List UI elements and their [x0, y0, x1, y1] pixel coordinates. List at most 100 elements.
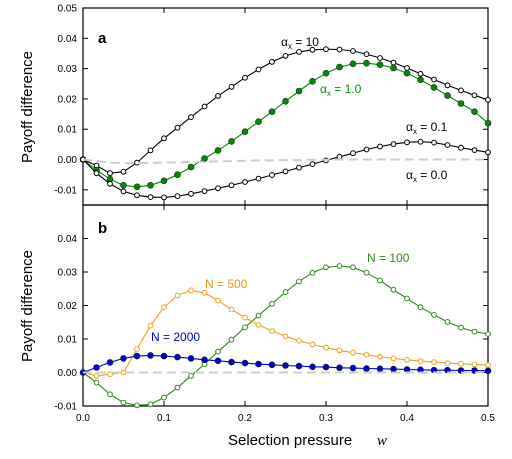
data-point: [187, 163, 195, 171]
data-point: [269, 172, 275, 178]
data-point: [377, 55, 383, 61]
data-point: [201, 188, 208, 195]
data-point: [350, 264, 356, 271]
data-point: [282, 98, 289, 105]
data-point: [107, 170, 113, 177]
data-point: [214, 147, 222, 154]
data-point: [268, 361, 276, 369]
data-point: [161, 394, 167, 401]
data-point: [242, 324, 248, 331]
data-point: [282, 333, 289, 340]
y-tick-label: 0.02: [58, 94, 78, 105]
data-point: [215, 297, 221, 304]
data-point: [403, 69, 411, 77]
label-alpha-0-1: αx = 0.1: [406, 120, 448, 136]
data-point: [296, 49, 302, 55]
data-point: [296, 278, 302, 285]
panel-a-y-ticks: -0.01 0.00 0.01 0.02 0.03 0.04 0.05: [54, 4, 488, 196]
panel-b-y-ticks: -0.01 0.00 0.01 0.02 0.03 0.04: [54, 234, 488, 413]
data-point: [106, 359, 114, 366]
data-point: [214, 357, 222, 365]
data-point: [471, 92, 478, 99]
data-point: [363, 351, 370, 358]
data-point: [201, 356, 208, 364]
data-point: [376, 61, 384, 68]
data-point: [309, 269, 316, 276]
data-point: [390, 59, 397, 66]
data-point: [174, 171, 181, 178]
data-point: [147, 182, 154, 189]
data-point: [120, 168, 127, 175]
label-n-500: N = 500: [205, 277, 248, 291]
data-point: [215, 185, 221, 192]
data-point: [268, 108, 276, 115]
y-tick-label: 0.00: [58, 155, 78, 166]
data-point: [484, 367, 492, 375]
data-point: [228, 306, 235, 313]
data-point: [93, 373, 100, 379]
data-point: [404, 295, 410, 302]
data-point: [458, 324, 464, 331]
series-line: [82, 158, 488, 165]
data-point: [390, 141, 397, 148]
data-point: [228, 83, 235, 90]
data-point: [417, 138, 424, 145]
data-point: [323, 264, 329, 271]
data-point: [485, 331, 491, 337]
data-point: [201, 155, 208, 162]
data-point: [242, 179, 248, 185]
data-point: [444, 360, 451, 367]
data-point: [147, 322, 154, 329]
label-n-2000: N = 2000: [151, 330, 200, 344]
data-point: [323, 46, 329, 53]
data-point: [376, 365, 384, 373]
x-tick-label: 0.1: [157, 413, 171, 424]
data-point: [404, 65, 410, 71]
data-point: [336, 153, 343, 160]
data-point: [174, 292, 181, 299]
data-point: [458, 360, 464, 367]
data-point: [133, 352, 141, 360]
data-point: [485, 149, 491, 156]
label-alpha-0: αx = 0.0: [406, 168, 448, 184]
data-point: [309, 161, 316, 168]
data-point: [255, 66, 262, 73]
data-point: [160, 177, 168, 185]
data-point: [134, 346, 140, 353]
data-point: [350, 150, 356, 157]
data-point: [161, 194, 167, 201]
y-tick-label: 0.00: [58, 368, 78, 379]
data-point: [431, 76, 437, 83]
data-point: [160, 352, 168, 360]
y-tick-label: 0.04: [58, 34, 78, 45]
data-point: [309, 363, 316, 371]
data-point: [174, 124, 181, 131]
data-point: [93, 379, 100, 386]
data-point: [377, 353, 383, 360]
data-point: [133, 183, 141, 191]
data-point: [120, 182, 127, 189]
data-point: [269, 300, 275, 307]
data-point: [188, 190, 194, 197]
y-tick-label: 0.04: [58, 234, 78, 245]
data-point: [201, 289, 208, 296]
data-point: [241, 359, 249, 367]
data-point: [120, 188, 127, 195]
data-point: [444, 319, 451, 325]
data-point: [282, 289, 289, 296]
data-point: [134, 159, 140, 166]
data-point: [471, 108, 478, 115]
data-point: [471, 361, 478, 368]
data-point: [147, 147, 154, 154]
y-tick-label: 0.01: [58, 125, 78, 136]
panel-a-letter: a: [98, 30, 107, 47]
data-point: [322, 363, 330, 371]
data-point: [404, 356, 410, 363]
data-point: [336, 263, 343, 269]
data-point: [228, 336, 235, 343]
panel-b-series: [79, 263, 492, 409]
x-axis-variable: w: [377, 433, 387, 449]
data-point: [255, 118, 262, 125]
data-point: [350, 48, 356, 54]
panel-a-y-axis-label: Payoff difference: [19, 51, 36, 163]
